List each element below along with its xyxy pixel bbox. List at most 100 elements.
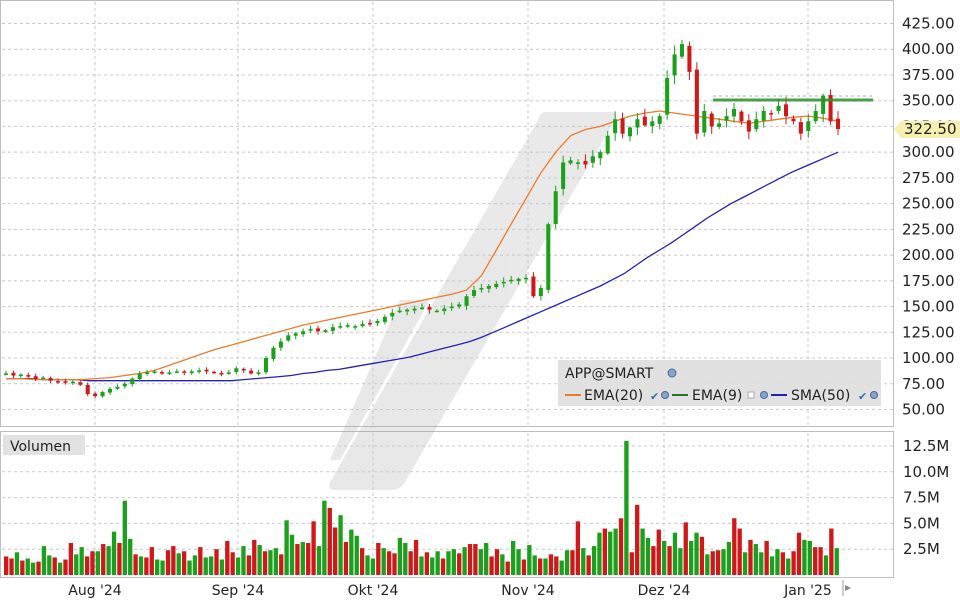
volume-axis: 12.5M 10.0M 7.5M 5.0M 2.5M bbox=[903, 437, 949, 558]
volume-bar bbox=[559, 560, 564, 575]
y-tick-label: 200.00 bbox=[902, 246, 955, 264]
volume-bar bbox=[823, 555, 829, 575]
candle bbox=[694, 62, 699, 140]
volume-bar bbox=[813, 547, 818, 575]
y-tick-label: 300.00 bbox=[902, 143, 955, 161]
candle bbox=[63, 378, 68, 385]
volume-bar bbox=[516, 549, 521, 575]
ema20-settings-icon[interactable] bbox=[661, 391, 669, 399]
candle bbox=[249, 368, 254, 375]
horizontal-line-drawing[interactable] bbox=[713, 95, 873, 102]
candle bbox=[360, 320, 365, 328]
volume-bar bbox=[597, 532, 602, 575]
candle bbox=[687, 41, 692, 80]
volume-bar bbox=[111, 531, 117, 575]
candle bbox=[412, 305, 417, 314]
candle bbox=[531, 272, 536, 298]
volume-bar bbox=[586, 555, 591, 575]
candle bbox=[457, 301, 462, 309]
volume-bar bbox=[365, 555, 370, 575]
volume-bar bbox=[715, 550, 721, 575]
candle bbox=[665, 70, 670, 120]
scroll-right-arrow-icon[interactable] bbox=[842, 580, 851, 596]
candle bbox=[627, 126, 633, 142]
candle bbox=[189, 369, 194, 375]
volume-bar bbox=[149, 547, 154, 575]
volume-bar bbox=[295, 544, 300, 575]
volume-bar bbox=[537, 558, 543, 575]
candle-layer bbox=[3, 39, 841, 399]
volume-bar bbox=[440, 558, 446, 575]
y-tick-label: 375.00 bbox=[902, 66, 955, 84]
volume-bar bbox=[128, 538, 133, 575]
volume-bar bbox=[543, 558, 548, 575]
y-tick-label: 100.00 bbox=[902, 349, 955, 367]
candle bbox=[256, 369, 261, 376]
candle bbox=[568, 156, 573, 166]
ema9-settings-icon[interactable] bbox=[760, 391, 768, 399]
volume-bar bbox=[570, 550, 575, 575]
candle bbox=[806, 113, 811, 138]
candle bbox=[263, 356, 269, 375]
volume-bar bbox=[683, 522, 688, 575]
volume-bar bbox=[818, 547, 823, 575]
volume-bar bbox=[354, 535, 359, 575]
candle bbox=[48, 376, 53, 384]
instrument-settings-icon[interactable] bbox=[667, 368, 677, 378]
volume-bar bbox=[160, 560, 165, 575]
price-panel-frame bbox=[0, 0, 894, 427]
volume-bar bbox=[316, 546, 322, 575]
x-tick-label: Dez '24 bbox=[638, 583, 691, 599]
volume-bar bbox=[645, 537, 651, 575]
sma50-settings-icon[interactable] bbox=[870, 391, 878, 399]
volume-bar bbox=[63, 559, 68, 575]
volume-bar bbox=[47, 555, 52, 575]
candle bbox=[159, 370, 165, 375]
candle bbox=[41, 375, 46, 380]
volume-bar bbox=[667, 546, 672, 575]
volume-bar bbox=[829, 528, 834, 575]
ema20-line bbox=[6, 110, 839, 381]
candle bbox=[427, 303, 432, 314]
candle bbox=[382, 314, 387, 325]
volume-bar bbox=[564, 550, 570, 575]
volume-bar bbox=[138, 556, 144, 575]
volume-bar bbox=[284, 520, 289, 575]
volume-bar bbox=[430, 557, 435, 575]
volume-bar bbox=[786, 558, 791, 575]
volume-tick-label: 2.5M bbox=[903, 540, 940, 558]
ema20-check-icon[interactable]: ✔ bbox=[650, 390, 659, 403]
volume-bar bbox=[451, 549, 456, 575]
volume-bar bbox=[656, 529, 661, 575]
volume-bar bbox=[424, 552, 430, 575]
grid-layer bbox=[2, 2, 893, 577]
candle bbox=[234, 366, 239, 375]
ema9-checkbox-icon[interactable] bbox=[747, 391, 755, 399]
volume-tick-label: 10.0M bbox=[903, 463, 949, 481]
volume-bar bbox=[699, 536, 705, 575]
volume-bar bbox=[9, 558, 14, 575]
candle bbox=[271, 345, 276, 362]
volume-bar bbox=[759, 552, 764, 575]
candle bbox=[397, 307, 402, 314]
watermark-logo bbox=[329, 112, 616, 490]
volume-bar bbox=[435, 551, 440, 575]
candle bbox=[115, 384, 120, 391]
volume-bar bbox=[710, 551, 715, 575]
candle bbox=[345, 322, 350, 329]
candle bbox=[731, 102, 737, 123]
candle bbox=[174, 368, 179, 374]
candle bbox=[754, 111, 759, 132]
volume-bar bbox=[79, 547, 84, 575]
volume-bar bbox=[279, 554, 284, 575]
candle bbox=[367, 319, 373, 327]
candle bbox=[293, 331, 298, 340]
candle bbox=[70, 380, 75, 386]
volume-bar bbox=[748, 539, 753, 575]
sma50-line bbox=[6, 151, 839, 382]
volume-bar bbox=[602, 528, 607, 575]
sma50-check-icon[interactable]: ✔ bbox=[858, 390, 867, 403]
volume-bar bbox=[510, 540, 516, 575]
candle bbox=[434, 309, 439, 313]
candle bbox=[672, 45, 677, 85]
